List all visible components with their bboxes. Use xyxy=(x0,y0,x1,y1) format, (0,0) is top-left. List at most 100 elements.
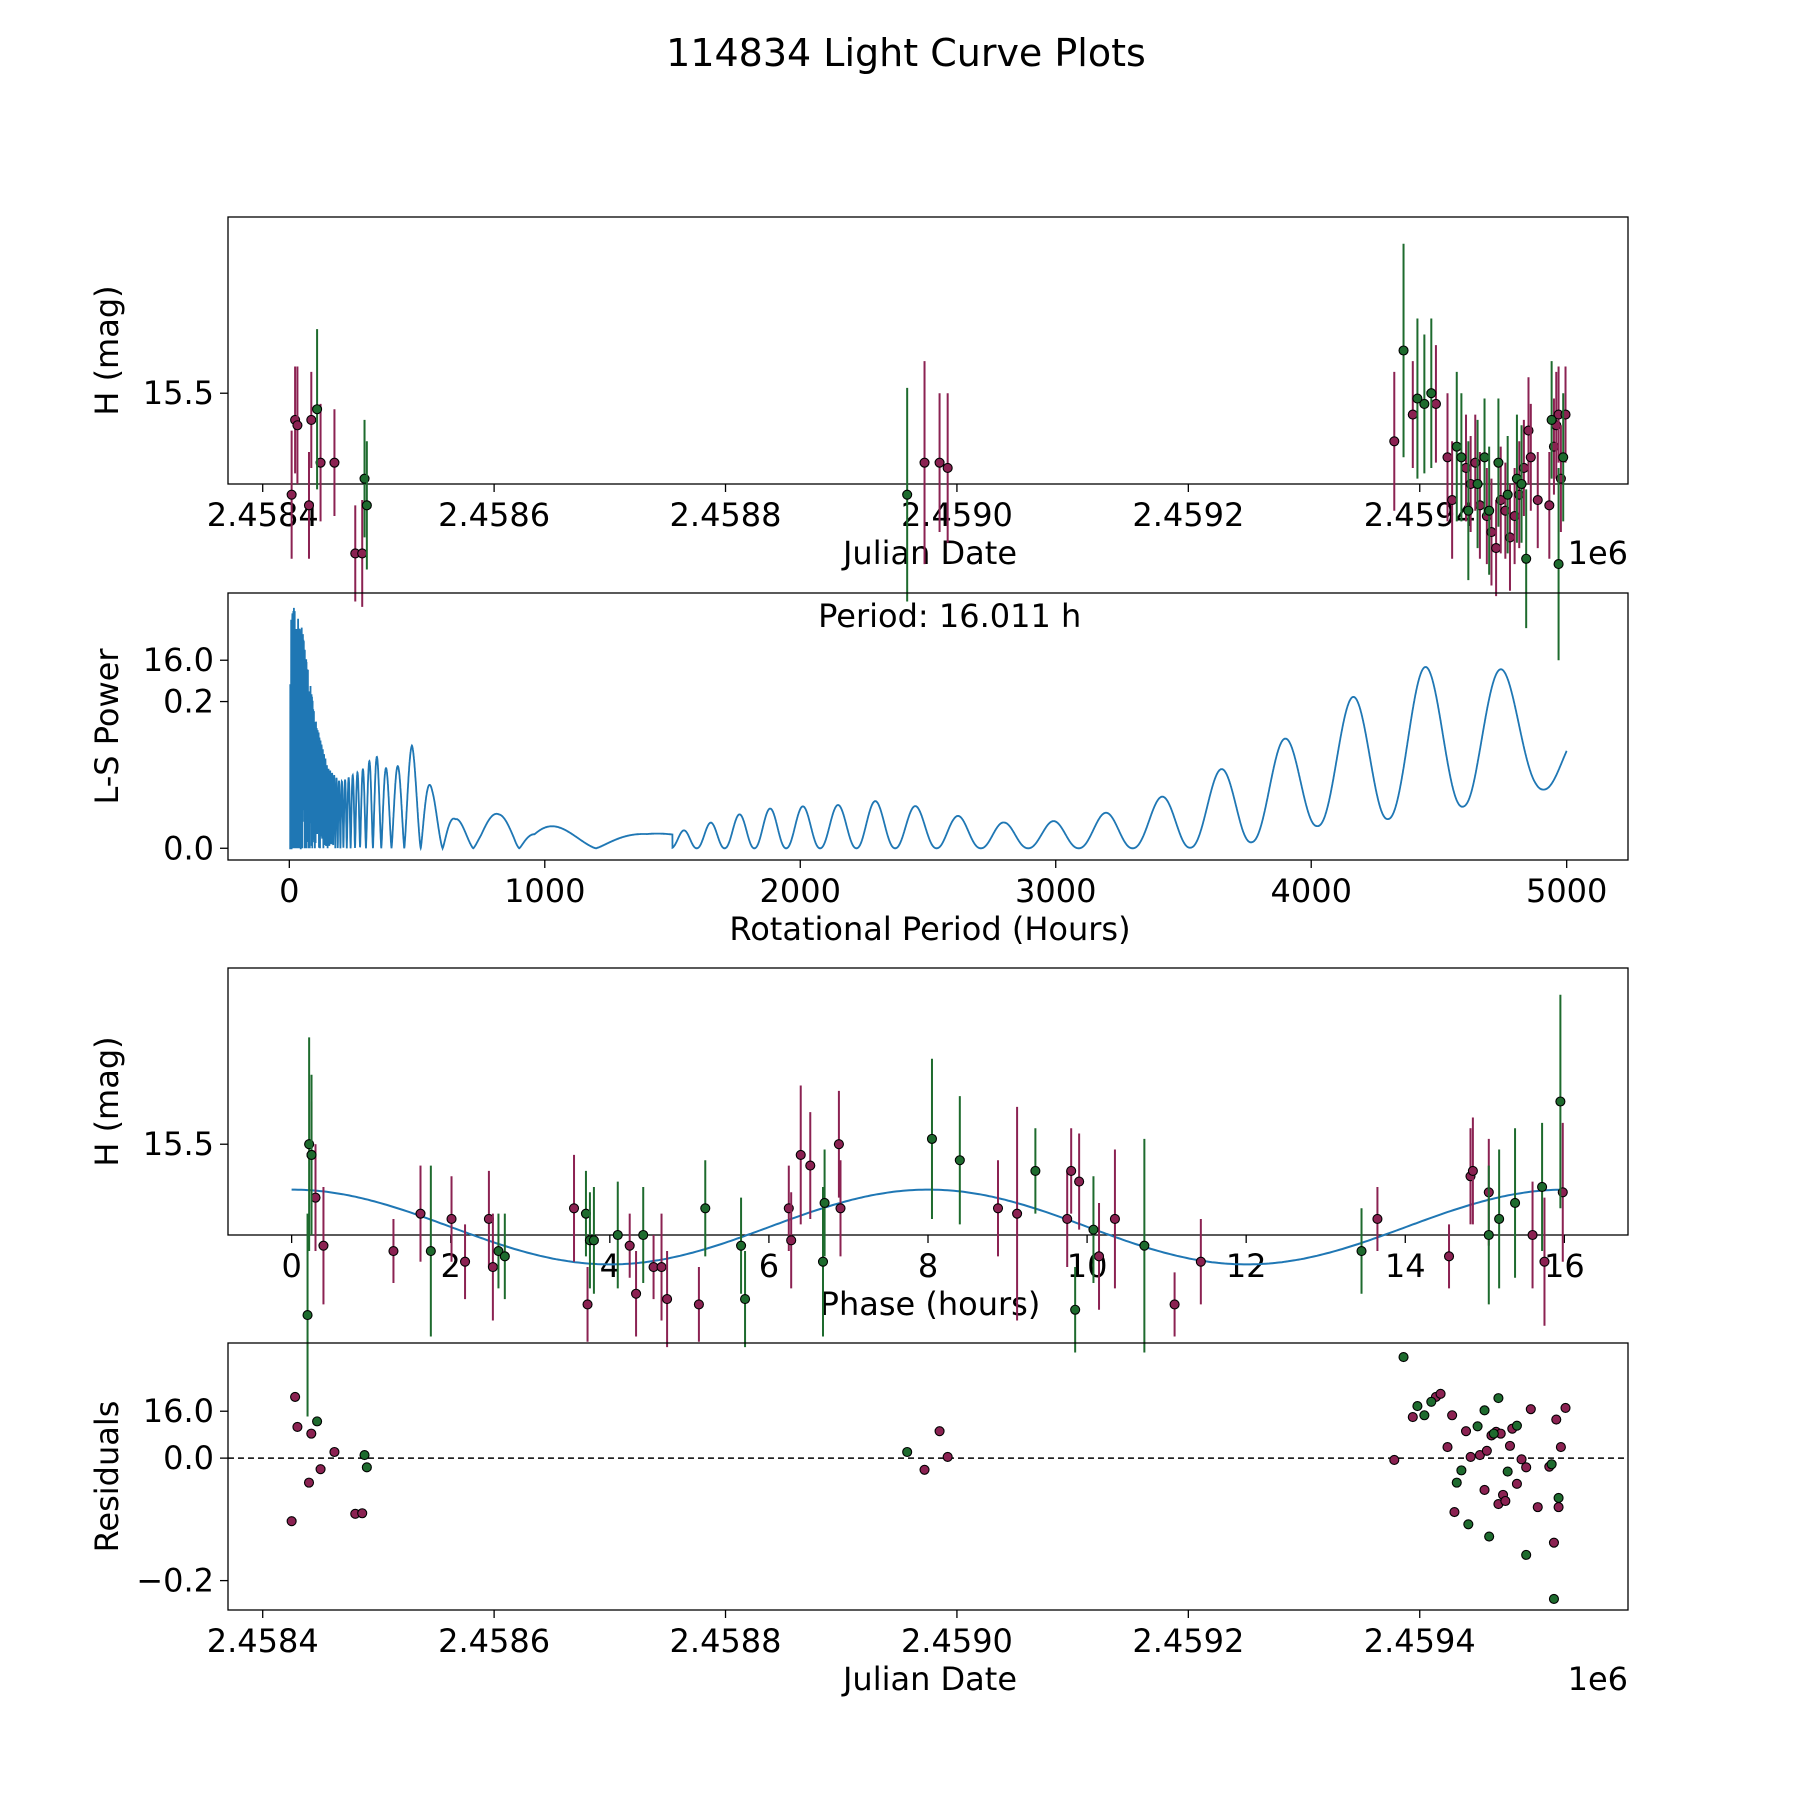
data-point xyxy=(942,462,953,474)
x-axis-label: Phase (hours) xyxy=(820,1285,1041,1323)
residual-point xyxy=(1419,1410,1430,1421)
data-point xyxy=(1472,478,1483,490)
x-offset-label: 1e6 xyxy=(1568,1660,1628,1698)
data-point xyxy=(588,1235,599,1246)
data-point xyxy=(312,404,323,415)
data-point xyxy=(487,1261,498,1273)
residual-point xyxy=(1463,1519,1474,1530)
data-point xyxy=(1494,1213,1505,1225)
x-tick-label: 14 xyxy=(1385,1247,1426,1285)
x-tick-label: 8 xyxy=(918,1247,938,1285)
x-tick-label: 5000 xyxy=(1526,872,1607,910)
x-tick-label: 4000 xyxy=(1270,872,1351,910)
data-point xyxy=(1483,1229,1494,1241)
data-point xyxy=(1479,452,1490,463)
residual-point xyxy=(1525,1404,1536,1415)
data-point xyxy=(499,1251,510,1262)
residual-point xyxy=(1479,1484,1490,1496)
data-point xyxy=(1544,500,1555,511)
y-tick-label: 0.2 xyxy=(163,683,214,721)
data-point xyxy=(415,1208,426,1219)
y-tick-label: 0.0 xyxy=(163,829,214,867)
data-point xyxy=(1389,436,1400,447)
data-point xyxy=(902,489,913,500)
data-point xyxy=(1527,1229,1538,1241)
residual-point xyxy=(1553,1492,1564,1503)
residual-point xyxy=(1412,1401,1423,1412)
y-tick-label: 16.0 xyxy=(143,1392,214,1430)
data-point xyxy=(286,489,297,500)
y-tick-label: 0.0 xyxy=(163,1439,214,1477)
residual-point xyxy=(292,1421,303,1432)
data-point xyxy=(1451,441,1462,452)
x-tick-label: 3000 xyxy=(1015,872,1096,910)
residual-point xyxy=(1484,1531,1495,1542)
x-tick-label: 6 xyxy=(759,1247,779,1285)
data-point xyxy=(1539,1256,1550,1267)
residual-point xyxy=(902,1446,913,1458)
data-point xyxy=(306,1149,317,1160)
data-point xyxy=(1532,494,1543,506)
residual-point xyxy=(1493,1393,1504,1404)
data-point xyxy=(638,1229,649,1241)
y-axis-label: Residuals xyxy=(88,1401,126,1553)
periodogram-line xyxy=(289,607,1568,852)
residual-point xyxy=(1451,1477,1462,1488)
residual-point xyxy=(1389,1454,1400,1466)
residual-point xyxy=(1449,1506,1460,1518)
data-point xyxy=(1109,1213,1120,1225)
data-point xyxy=(1430,398,1441,409)
x-tick-label: 2.4586 xyxy=(438,496,550,534)
x-tick-label: 12 xyxy=(1226,1247,1267,1285)
residual-point xyxy=(1560,1402,1571,1413)
data-point xyxy=(1537,1181,1548,1192)
period-annotation: Period: 16.011 h xyxy=(818,597,1081,635)
data-point xyxy=(934,457,945,468)
x-tick-label: 2.4584 xyxy=(207,1622,319,1660)
data-point xyxy=(1070,1304,1081,1315)
data-point xyxy=(292,420,303,431)
data-point xyxy=(361,500,372,511)
residual-point xyxy=(1516,1454,1527,1465)
residual-point xyxy=(1504,1440,1516,1451)
axes-frame xyxy=(227,216,1629,485)
x-axis-label: Julian Date xyxy=(841,1660,1017,1698)
data-point xyxy=(662,1294,673,1305)
data-point xyxy=(425,1245,436,1257)
x-tick-label: 2.4588 xyxy=(670,1622,782,1660)
residual-point xyxy=(934,1426,945,1437)
residual-point xyxy=(1479,1405,1490,1416)
data-point xyxy=(1066,1165,1077,1176)
residual-point xyxy=(1426,1396,1437,1407)
x-tick-label: 2 xyxy=(441,1247,461,1285)
data-point xyxy=(835,1203,846,1214)
data-point xyxy=(303,500,315,511)
data-point xyxy=(1456,452,1467,463)
residual-point xyxy=(1553,1502,1564,1513)
data-point xyxy=(582,1299,593,1310)
residual-point xyxy=(1521,1549,1532,1560)
residual-point xyxy=(1488,1428,1499,1439)
data-point xyxy=(1030,1165,1041,1176)
data-point xyxy=(739,1294,751,1305)
residual-point xyxy=(1460,1426,1472,1437)
data-point xyxy=(1516,478,1527,490)
residual-point xyxy=(942,1451,953,1462)
residual-point xyxy=(359,1450,370,1461)
data-point xyxy=(693,1299,704,1310)
x-tick-label: 0 xyxy=(281,1247,301,1285)
residual-point xyxy=(290,1391,301,1402)
x-tick-label: 2.4594 xyxy=(1364,496,1476,534)
x-axis-label: Rotational Period (Hours) xyxy=(729,910,1130,948)
residual-point xyxy=(329,1446,340,1458)
residual-point xyxy=(303,1477,315,1488)
data-point xyxy=(805,1160,816,1171)
data-point xyxy=(700,1203,711,1214)
data-point xyxy=(1442,452,1453,463)
data-point xyxy=(1169,1299,1180,1310)
data-point xyxy=(315,457,326,468)
data-point xyxy=(1484,505,1495,516)
data-point xyxy=(612,1229,623,1241)
data-point xyxy=(954,1155,965,1166)
residual-point xyxy=(1465,1451,1476,1462)
